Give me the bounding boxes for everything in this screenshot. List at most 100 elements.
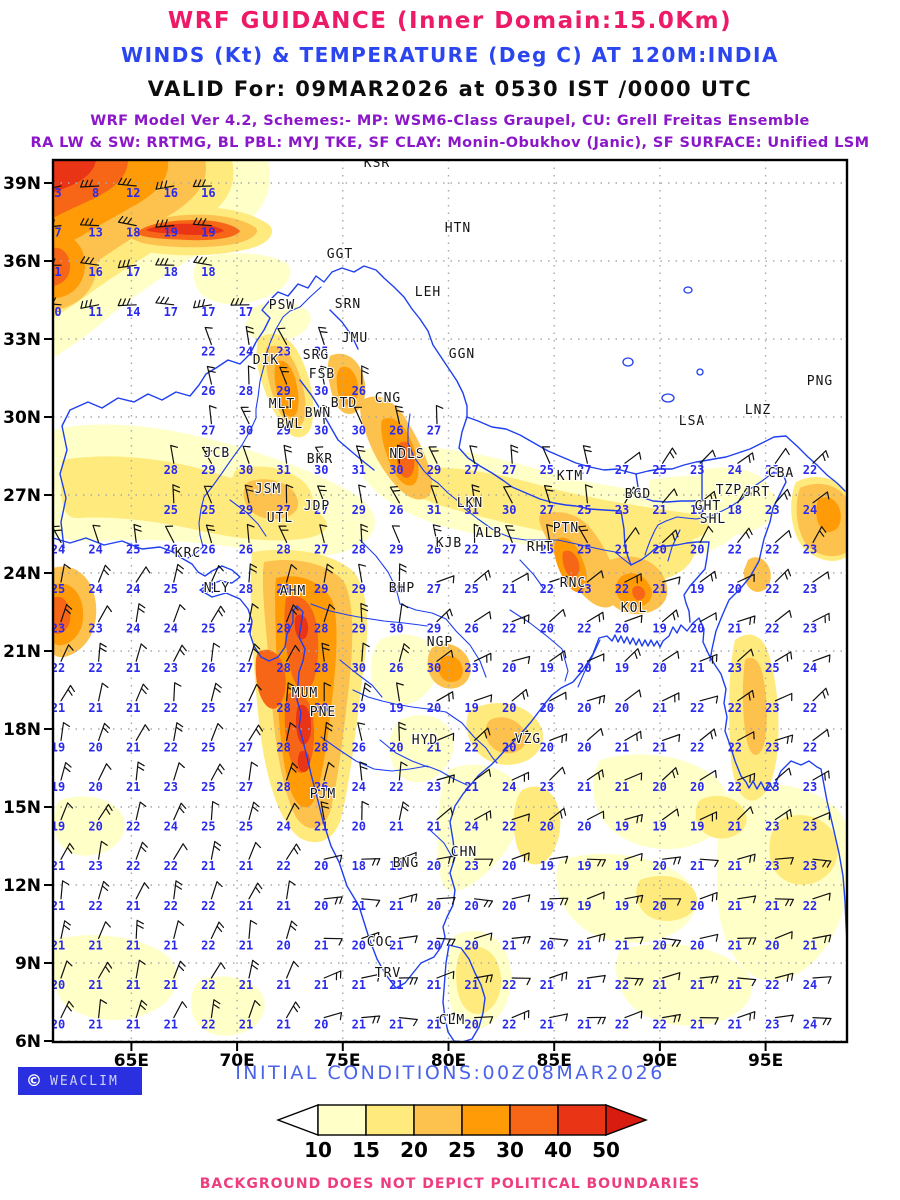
- temp-value: 26: [427, 542, 441, 556]
- wind-barb-icon: [210, 682, 222, 702]
- temp-value: 29: [276, 582, 290, 596]
- temp-value: 22: [728, 542, 742, 556]
- temp-value: 19: [615, 661, 629, 675]
- temp-value: 25: [201, 622, 215, 636]
- wind-barb-icon: [98, 999, 108, 1019]
- wind-barb-icon: [210, 605, 226, 623]
- temp-value: 21: [164, 1018, 178, 1032]
- wind-barb-icon: [432, 524, 442, 543]
- temp-value: 21: [577, 978, 591, 992]
- sri-lanka-coastline: [442, 944, 486, 1042]
- wind-barb-icon: [323, 761, 335, 781]
- wind-barb-icon: [117, 177, 137, 187]
- wind-barb-icon: [358, 563, 366, 583]
- wind-barb-icon: [98, 605, 112, 623]
- wind-barb-icon: [662, 856, 682, 865]
- wind-barb-icon: [396, 682, 404, 702]
- temp-value: 21: [389, 938, 403, 952]
- wind-barbs-and-temps: 3 8 12 16 16 7 13 18 19 19 1 16 17 18 18 0 11 14 17 17 17 22 2…: [51, 177, 832, 1032]
- temp-value: 20: [352, 820, 366, 834]
- temp-value: 21: [126, 780, 140, 794]
- wind-barb-icon: [737, 527, 753, 543]
- temp-value: 30: [314, 424, 328, 438]
- temp-value: 21: [652, 701, 666, 715]
- temp-value: 25: [201, 582, 215, 596]
- station-label-bwn: BWN: [305, 406, 331, 421]
- wind-barb-icon: [511, 1010, 530, 1020]
- temp-value: 21: [88, 701, 102, 715]
- wind-barb-icon: [812, 812, 831, 821]
- colorbar-label: 30: [496, 1138, 524, 1162]
- wind-barb-icon: [774, 568, 792, 583]
- temp-value: 21: [765, 899, 779, 913]
- temp-value: 27: [314, 503, 328, 517]
- wind-barb-icon: [135, 761, 145, 781]
- wind-barb-icon: [474, 727, 491, 741]
- temp-value: 21: [276, 899, 290, 913]
- wind-barb-icon: [60, 1000, 74, 1019]
- temp-value: 23: [803, 622, 817, 636]
- wind-barb-icon: [474, 898, 494, 908]
- temp-value: 19: [464, 701, 478, 715]
- wind-barb-icon: [624, 814, 643, 824]
- wind-barb-icon: [192, 179, 212, 188]
- temp-value: 21: [690, 661, 704, 675]
- wind-barb-icon: [624, 894, 644, 904]
- station-label-jmu: JMU: [342, 331, 368, 346]
- wind-barb-icon: [549, 897, 569, 906]
- wind-barb-icon: [204, 326, 213, 345]
- state-borders: [229, 499, 681, 858]
- wind-barb-icon: [60, 563, 71, 583]
- wind-barb-icon: [436, 855, 456, 864]
- temp-value: 18: [164, 265, 178, 279]
- temp-value: 25: [201, 503, 215, 517]
- wind-barb-icon: [173, 563, 184, 583]
- temp-value: 25: [540, 542, 554, 556]
- temp-value: 20: [690, 899, 704, 913]
- temp-value: 20: [728, 582, 742, 596]
- wind-barb-icon: [436, 575, 455, 584]
- wind-barb-icon: [391, 525, 400, 543]
- colorbar-right-arrow: [605, 1103, 648, 1137]
- temp-value: 23: [577, 582, 591, 596]
- temp-value: 20: [314, 1018, 328, 1032]
- temp-value: 30: [239, 424, 253, 438]
- temp-value: 22: [690, 740, 704, 754]
- temp-value: 25: [126, 542, 140, 556]
- temp-value: 20: [427, 899, 441, 913]
- wind-barb-icon: [549, 691, 567, 702]
- temp-value: 24: [126, 622, 140, 636]
- wind-barb-icon: [80, 218, 100, 227]
- temp-value: 27: [427, 582, 441, 596]
- temp-value: 21: [126, 1018, 140, 1032]
- wind-barb-icon: [98, 564, 111, 583]
- temp-value: 20: [88, 740, 102, 754]
- wind-barb-icon: [283, 444, 292, 464]
- station-label-hyd: HYD: [412, 733, 438, 748]
- temp-value: 21: [352, 978, 366, 992]
- station-label-rnc: RNC: [560, 576, 586, 591]
- wind-barb-icon: [398, 893, 418, 903]
- temp-value: 24: [164, 820, 178, 834]
- wind-barb-icon: [511, 894, 531, 903]
- wind-barb-icon: [165, 525, 175, 543]
- temp-value: 20: [314, 859, 328, 873]
- temp-value: 20: [540, 622, 554, 636]
- wind-barb-icon: [248, 683, 262, 702]
- temp-value: 21: [690, 1018, 704, 1032]
- wind-barb-icon: [812, 687, 829, 702]
- temp-value: 21: [314, 938, 328, 952]
- wind-barb-icon: [210, 642, 221, 662]
- wind-barb-icon: [398, 801, 410, 821]
- station-label-psw: PSW: [269, 298, 295, 313]
- temp-value: 22: [577, 622, 591, 636]
- wind-barb-icon: [80, 256, 100, 266]
- temp-value: 21: [728, 938, 742, 952]
- temp-value: 25: [51, 582, 65, 596]
- temp-value: 20: [88, 820, 102, 834]
- wind-barb-icon: [286, 920, 298, 939]
- station-label-jrt: JRT: [744, 485, 770, 500]
- temp-value: 30: [352, 661, 366, 675]
- temp-value: 21: [352, 899, 366, 913]
